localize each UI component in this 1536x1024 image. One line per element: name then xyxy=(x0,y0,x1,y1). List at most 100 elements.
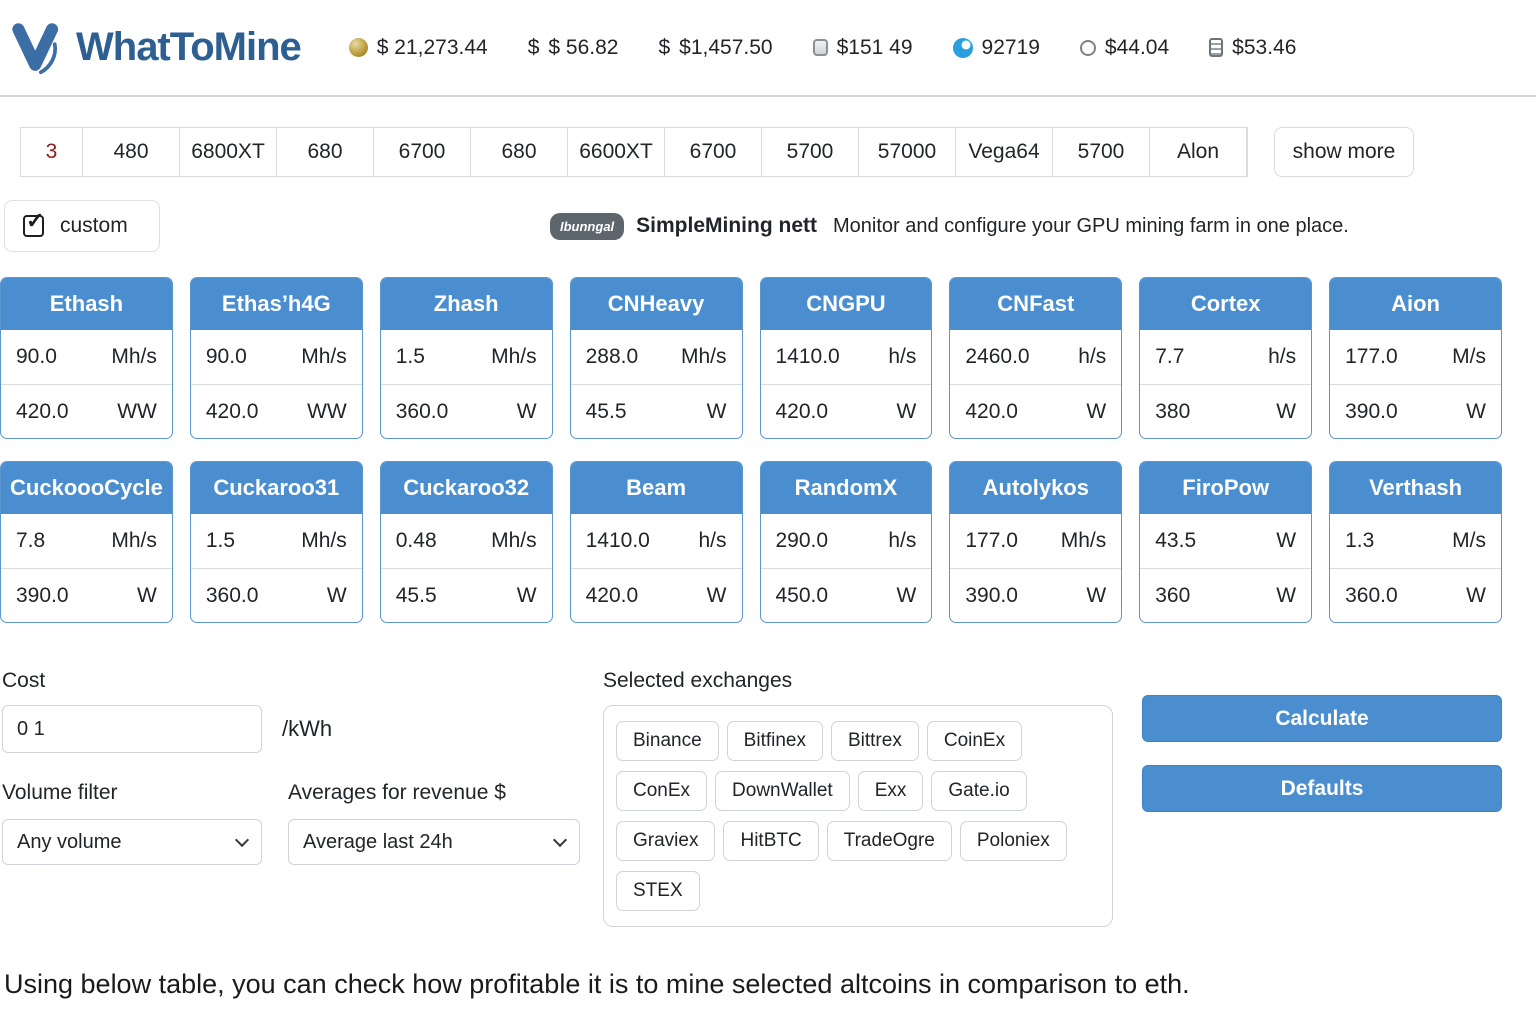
power-input[interactable]: 420.0 xyxy=(16,399,69,423)
power-input[interactable]: 380 xyxy=(1155,399,1191,423)
exchange-chip[interactable]: Graviex xyxy=(616,821,716,861)
algo-card-header[interactable]: Zhash xyxy=(380,278,552,330)
power-input[interactable]: 360 xyxy=(1155,583,1191,607)
price-item[interactable]: $1,457.50 xyxy=(658,36,772,60)
gpu-tab[interactable]: 6700 xyxy=(665,128,762,176)
algo-card-header[interactable]: Aion xyxy=(1330,278,1501,330)
exchange-chip[interactable]: ConEx xyxy=(616,771,708,811)
power-input[interactable]: 390.0 xyxy=(1345,399,1398,423)
hashrate-input[interactable]: 177.0 xyxy=(965,529,1018,552)
algo-card-header[interactable]: Verthash xyxy=(1330,462,1501,514)
power-input[interactable]: 420.0 xyxy=(775,399,829,423)
show-more-button[interactable]: show more xyxy=(1274,127,1414,177)
algo-card-header[interactable]: CNGPU xyxy=(760,278,932,330)
exchange-chip[interactable]: HitBTC xyxy=(723,821,819,861)
hashrate-input[interactable]: 290.0 xyxy=(775,529,829,552)
algo-card-header[interactable]: FiroPow xyxy=(1140,462,1312,514)
exchange-chip[interactable]: TradeOgre xyxy=(826,821,952,861)
exchange-chip[interactable]: CoinEx xyxy=(926,721,1023,761)
gpu-tab[interactable]: Alon xyxy=(1150,128,1247,176)
gpu-tab[interactable]: 680 xyxy=(277,128,374,176)
gpu-tab[interactable]: 3 xyxy=(21,128,83,176)
exchange-chip[interactable]: Gate.io xyxy=(931,771,1027,811)
cost-input[interactable] xyxy=(2,705,262,753)
exchange-chip[interactable]: Exx xyxy=(857,771,924,811)
algo-card-header[interactable]: Autolykos xyxy=(950,462,1122,514)
power-unit: W xyxy=(326,583,347,607)
gpu-tab[interactable]: 6800XT xyxy=(180,128,277,176)
algo-card-header[interactable]: CuckoooCycle xyxy=(1,462,172,514)
defaults-button[interactable]: Defaults xyxy=(1142,765,1502,812)
exchange-chip[interactable]: DownWallet xyxy=(715,771,850,811)
power-input[interactable]: 420.0 xyxy=(965,399,1018,423)
gpu-tab[interactable]: 57000 xyxy=(859,128,956,176)
hashrate-input[interactable]: 90.0 xyxy=(205,345,247,368)
power-input[interactable]: 360.0 xyxy=(1345,583,1398,607)
hashrate-input[interactable]: 0.48 xyxy=(395,529,437,552)
price-item[interactable]: $44.04 xyxy=(1079,36,1169,60)
exchanges-title: Selected exchanges xyxy=(603,669,793,692)
power-input[interactable]: 360.0 xyxy=(205,583,259,607)
algo-card-header[interactable]: Ethash xyxy=(1,278,172,330)
algo-card-header[interactable]: RandomX xyxy=(760,462,932,514)
hashrate-unit: h/s xyxy=(888,345,917,368)
exchange-chip[interactable]: Poloniex xyxy=(959,821,1067,861)
price-item[interactable]: 92719 xyxy=(952,36,1040,60)
hashrate-input[interactable]: 177.0 xyxy=(1345,345,1398,368)
gpu-tab[interactable]: 480 xyxy=(83,128,180,176)
power-input[interactable]: 360.0 xyxy=(395,399,449,423)
volume-filter-select[interactable]: Any volume xyxy=(2,819,262,865)
chevron-down-icon xyxy=(552,832,568,847)
power-input[interactable]: 45.5 xyxy=(585,399,627,423)
calculate-button[interactable]: Calculate xyxy=(1142,695,1502,742)
hashrate-input[interactable]: 1.5 xyxy=(205,529,236,552)
hashrate-input[interactable]: 1.5 xyxy=(395,345,425,368)
exchange-chip[interactable]: Bitfinex xyxy=(726,721,823,761)
algo-card-header[interactable]: Cuckaroo32 xyxy=(380,462,552,514)
algo-card-header[interactable]: Cortex xyxy=(1140,278,1312,330)
price-item[interactable]: $ 21,273.44 xyxy=(348,36,488,60)
power-input[interactable]: 420.0 xyxy=(585,583,639,607)
algo-card-header[interactable]: Beam xyxy=(570,462,742,514)
hashrate-input[interactable]: 1.3 xyxy=(1345,529,1375,552)
averages-select[interactable]: Average last 24h xyxy=(288,819,580,865)
brand-logo[interactable]: WhatToMine xyxy=(10,20,302,76)
power-input[interactable]: 420.0 xyxy=(205,399,259,423)
hashrate-unit: Mh/s xyxy=(491,345,537,368)
power-input[interactable]: 45.5 xyxy=(395,583,437,607)
hashrate-input[interactable]: 7.8 xyxy=(16,529,46,552)
hashrate-input[interactable]: 1410.0 xyxy=(585,529,650,552)
algo-card-header[interactable]: CNFast xyxy=(950,278,1122,330)
gpu-tab[interactable]: 5700 xyxy=(762,128,859,176)
algo-card-header[interactable]: Cuckaroo31 xyxy=(190,462,362,514)
gpu-tab[interactable]: 6700 xyxy=(374,128,471,176)
exchange-chip[interactable]: Binance xyxy=(616,721,719,761)
hashrate-input[interactable]: 2460.0 xyxy=(965,345,1030,368)
algo-card-header[interactable]: Ethas’h4G xyxy=(190,278,362,330)
price-item[interactable]: $151 49 xyxy=(812,36,913,60)
page-header: WhatToMine $ 21,273.44 $ 56.82 $1,457.50… xyxy=(0,0,1536,97)
hashrate-input[interactable]: 90.0 xyxy=(16,345,57,368)
hashrate-input[interactable]: 43.5 xyxy=(1155,529,1197,552)
exchange-chip[interactable]: STEX xyxy=(616,871,700,911)
algo-card-header[interactable]: CNHeavy xyxy=(570,278,742,330)
price-item[interactable]: $ 56.82 xyxy=(528,36,618,60)
btc-coin-icon xyxy=(348,38,368,57)
note-coin-icon xyxy=(1209,38,1224,57)
hashrate-input[interactable]: 7.7 xyxy=(1155,345,1185,368)
gpu-tab[interactable]: 5700 xyxy=(1053,128,1150,176)
power-input[interactable]: 390.0 xyxy=(965,583,1018,607)
gpu-tab[interactable]: 6600XT xyxy=(568,128,665,176)
custom-toggle[interactable]: custom xyxy=(4,200,160,252)
gpu-tab[interactable]: Vega64 xyxy=(956,128,1053,176)
price-item[interactable]: $53.46 xyxy=(1209,36,1296,60)
exchange-chip[interactable]: Bittrex xyxy=(830,721,919,761)
power-input[interactable]: 390.0 xyxy=(16,583,69,607)
gpu-tab[interactable]: 680 xyxy=(471,128,568,176)
hashrate-input[interactable]: 1410.0 xyxy=(775,345,840,368)
ad-banner[interactable]: Ibunngal SimpleMining nett Monitor and c… xyxy=(550,212,1349,240)
hashrate-row: 1410.0 h/s xyxy=(761,330,932,384)
actions-column: Calculate Defaults xyxy=(1142,669,1502,812)
hashrate-input[interactable]: 288.0 xyxy=(585,345,639,368)
power-input[interactable]: 450.0 xyxy=(775,583,829,607)
